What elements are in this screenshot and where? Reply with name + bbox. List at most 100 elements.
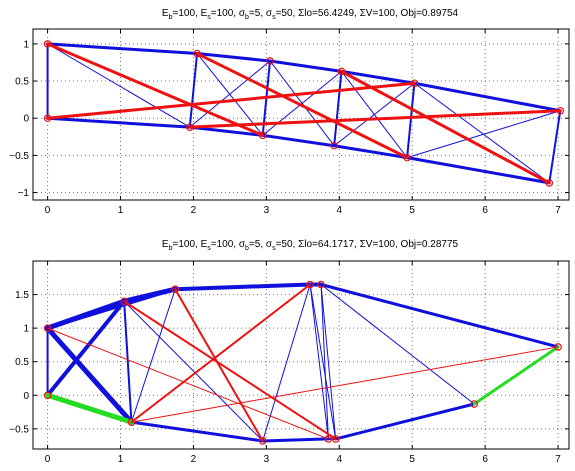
- truss-member: [129, 420, 265, 443]
- truss-member: [268, 59, 343, 73]
- truss-node: [337, 67, 346, 76]
- truss-node: [127, 418, 136, 426]
- truss-node: [43, 324, 52, 332]
- truss-member: [188, 52, 199, 129]
- x-tick-label: 7: [555, 205, 561, 216]
- truss-member: [262, 284, 311, 442]
- truss-member: [189, 60, 271, 128]
- y-tick-label: 0.5: [15, 357, 29, 368]
- x-tick-label: 6: [482, 205, 488, 216]
- y-tick-label: −0.5: [9, 424, 29, 435]
- x-tick-label: 7: [555, 454, 561, 465]
- truss-member: [130, 288, 176, 423]
- truss-member: [123, 300, 133, 424]
- x-tick-label: 1: [118, 205, 124, 216]
- truss-member: [123, 300, 337, 440]
- x-tick-label: 6: [482, 454, 488, 465]
- truss-node: [317, 280, 325, 289]
- truss-member: [130, 283, 312, 424]
- truss-node: [43, 114, 52, 123]
- truss-node: [330, 141, 338, 150]
- truss-member: [548, 109, 562, 184]
- truss-node: [410, 79, 419, 88]
- bottom-panel-title: Eb=100, Es=100, σb=5, σs=50, Σlo=64.1717…: [162, 239, 459, 252]
- truss-member: [339, 69, 551, 185]
- truss-node: [470, 400, 478, 408]
- truss-node: [185, 123, 194, 131]
- x-tick-label: 2: [191, 205, 197, 216]
- bottom-grid: [33, 261, 569, 449]
- truss-member: [332, 144, 409, 160]
- truss-member: [405, 156, 551, 185]
- truss-member: [261, 437, 330, 443]
- x-tick-label: 5: [409, 205, 415, 216]
- truss-member: [309, 284, 337, 440]
- truss-member: [333, 70, 343, 147]
- truss-member: [46, 81, 416, 120]
- truss-member: [47, 43, 191, 128]
- truss-node: [258, 437, 267, 445]
- truss-member: [46, 116, 192, 129]
- truss-node: [193, 49, 201, 58]
- top-panel-title: Eb=100, Es=100, σb=5, σs=50, Σlo=56.4249…: [162, 8, 459, 21]
- truss-member: [334, 402, 476, 441]
- top-ticks: 0 1 2 3 4 5 6 7 −1 −0.5 0 0.5 1: [9, 29, 569, 216]
- truss-node: [554, 343, 562, 351]
- truss-member: [47, 327, 329, 440]
- y-tick-label: −0.5: [9, 151, 29, 162]
- truss-member: [472, 345, 560, 406]
- truss-node: [403, 153, 411, 162]
- truss-member: [123, 300, 264, 442]
- truss-node: [556, 106, 565, 115]
- truss-node: [324, 435, 333, 443]
- truss-member: [45, 325, 134, 425]
- truss-member: [188, 125, 265, 137]
- truss-node: [43, 391, 52, 400]
- truss-member: [333, 82, 415, 147]
- x-tick-label: 1: [118, 454, 124, 465]
- truss-node: [43, 40, 52, 48]
- bottom-nodes: [43, 280, 562, 445]
- y-tick-label: 1.5: [15, 290, 29, 301]
- x-tick-label: 5: [409, 454, 415, 465]
- truss-member: [413, 82, 550, 184]
- x-tick-label: 3: [264, 454, 270, 465]
- truss-node: [171, 285, 180, 294]
- x-tick-label: 3: [264, 205, 270, 216]
- truss-member: [320, 284, 329, 440]
- truss-member: [174, 288, 264, 442]
- top-truss-panel: Eb=100, Es=100, σb=5, σs=50, Σlo=56.4249…: [9, 8, 570, 216]
- x-tick-label: 4: [337, 205, 343, 216]
- truss-member: [46, 287, 177, 330]
- x-tick-label: 0: [45, 205, 51, 216]
- y-tick-label: 0.5: [15, 77, 29, 88]
- truss-member: [173, 282, 313, 292]
- truss-member: [319, 283, 560, 349]
- truss-member: [45, 299, 127, 398]
- truss-node: [331, 435, 340, 443]
- truss-member: [406, 110, 561, 159]
- truss-node: [258, 131, 267, 140]
- truss-member: [188, 109, 562, 129]
- truss-member: [46, 42, 265, 137]
- truss-member: [130, 346, 559, 423]
- y-tick-label: −1: [18, 188, 30, 199]
- truss-node: [266, 57, 274, 65]
- y-tick-label: 1: [23, 324, 29, 335]
- truss-node: [306, 280, 314, 289]
- truss-node: [120, 297, 128, 306]
- y-tick-label: 1: [23, 39, 29, 50]
- bottom-plot-area: [32, 260, 570, 450]
- truss-member: [406, 82, 416, 159]
- truss-member: [320, 284, 337, 440]
- x-tick-label: 4: [337, 454, 343, 465]
- truss-member: [195, 52, 272, 63]
- x-tick-label: 2: [191, 454, 197, 465]
- top-members: [46, 42, 562, 185]
- x-tick-label: 0: [45, 454, 51, 465]
- y-tick-label: 0: [23, 391, 29, 402]
- truss-member: [195, 52, 409, 160]
- bottom-ticks: 0 1 2 3 4 5 6 7 −0.5 0 0.5 1 1.5: [9, 261, 569, 465]
- truss-node: [545, 179, 554, 187]
